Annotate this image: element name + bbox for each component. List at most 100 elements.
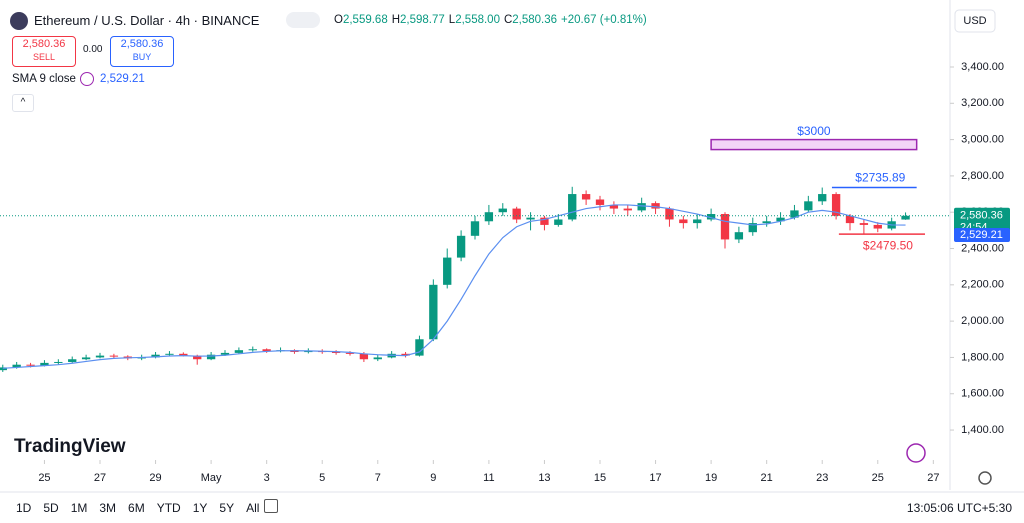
candle-body: [720, 214, 730, 240]
candle-body: [554, 219, 563, 225]
sell-label[interactable]: SELL: [32, 52, 56, 62]
candle-body: [581, 194, 591, 200]
range-button[interactable]: 6M: [128, 501, 145, 515]
candle-body: [609, 204, 619, 209]
candle-body: [40, 362, 49, 366]
target-label: $3000: [797, 124, 831, 138]
currency-box[interactable]: [954, 9, 996, 33]
candle-body: [595, 199, 605, 205]
alert-icon[interactable]: [906, 443, 926, 463]
range-selector: 1D 5D 1M 3M 6M YTD 1Y 5Y All: [16, 501, 271, 515]
ohlc-value: 2,598.77: [400, 14, 445, 26]
y-tick-label: 2,400.00: [961, 242, 1004, 254]
candle-body: [109, 355, 119, 357]
x-tick-label: 17: [649, 472, 661, 484]
buy-label[interactable]: BUY: [132, 52, 152, 62]
ohlc-label: L: [448, 14, 456, 26]
candle-body: [818, 194, 827, 202]
candle-body: [345, 352, 355, 354]
sell-price[interactable]: 2,580.36: [22, 38, 66, 50]
candle-body: [859, 223, 869, 225]
ohlc-value: 2,559.68: [342, 14, 388, 26]
candle-body: [234, 350, 244, 353]
x-tick-label: 29: [149, 472, 161, 484]
buy-price[interactable]: 2,580.36: [120, 38, 164, 50]
range-button[interactable]: 1D: [16, 501, 32, 515]
indicator-value: 2,529.21: [100, 73, 145, 85]
y-tick-label: 2,200.00: [961, 279, 1004, 291]
range-button[interactable]: 1Y: [192, 501, 208, 515]
x-tick-label: 23: [816, 472, 828, 484]
status-pill[interactable]: [286, 12, 320, 28]
candle-body: [151, 354, 160, 358]
candle-body: [415, 339, 424, 356]
candle-body: [790, 210, 799, 218]
spread: 0.00: [83, 44, 103, 55]
x-tick-label: 25: [872, 472, 884, 484]
candle-body: [470, 221, 480, 236]
x-tick-label: 19: [705, 472, 717, 484]
candle-body: [665, 208, 674, 220]
candle-body: [206, 354, 216, 360]
coin-icon: [10, 12, 28, 30]
candle-body: [776, 217, 785, 222]
x-tick-label: 11: [483, 472, 494, 484]
collapse-button[interactable]: ^: [12, 94, 34, 112]
candle-body: [693, 219, 702, 224]
last-price-label: 2,580.36: [960, 210, 1003, 222]
candle-body: [68, 359, 77, 362]
x-tick-label: 25: [38, 472, 50, 484]
x-tick-label: 15: [594, 472, 606, 484]
ohlc-label: H: [391, 14, 401, 26]
range-button[interactable]: 1M: [70, 501, 88, 515]
candle-body: [498, 208, 507, 213]
y-tick-label: 1,400.00: [961, 424, 1004, 436]
sma-tag: [954, 228, 1010, 243]
range-button[interactable]: All: [246, 501, 260, 515]
x-tick-label: 21: [761, 472, 773, 484]
x-tick-label: 27: [94, 472, 106, 484]
sma-line: [2, 204, 906, 369]
y-tick-label: 3,000.00: [961, 134, 1004, 146]
buy-button[interactable]: 2,580.36 BUY: [110, 36, 174, 67]
candle-body: [512, 208, 521, 220]
candle-body: [443, 257, 452, 285]
candle-body: [484, 212, 494, 222]
range-button[interactable]: 5Y: [219, 501, 235, 515]
date-range-icon[interactable]: [264, 499, 278, 513]
sell-button[interactable]: 2,580.36 SELL: [12, 36, 76, 67]
candle-body: [526, 217, 535, 220]
x-tick-label: 7: [375, 472, 381, 484]
candle-body: [804, 201, 813, 211]
y-tick-label: 3,400.00: [961, 61, 1004, 73]
ohlc-value: 2,558.00: [455, 14, 500, 26]
ohlc-label: O: [334, 14, 343, 26]
x-tick-label: 9: [430, 472, 436, 484]
ohlc-change: +20.67 (+0.81%): [561, 14, 647, 26]
range-button[interactable]: YTD: [156, 501, 181, 515]
indicator-name: SMA 9 close: [12, 73, 76, 85]
y-tick-label: 3,200.00: [961, 97, 1004, 109]
candle-body: [429, 284, 438, 340]
range-button[interactable]: 5D: [43, 501, 59, 515]
x-tick-label: 5: [319, 472, 325, 484]
currency[interactable]: USD: [963, 15, 986, 27]
y-tick-label: 2,800.00: [961, 170, 1004, 182]
candle-body: [901, 215, 910, 220]
candle-body: [193, 355, 202, 360]
x-tick-label: 27: [927, 472, 939, 484]
candle-body: [248, 349, 257, 351]
candle-body: [540, 217, 549, 225]
candle-body: [706, 214, 716, 220]
settings-icon[interactable]: [978, 471, 992, 485]
ohlc-label: C: [503, 14, 513, 26]
y-tick-label: 1,800.00: [961, 351, 1004, 363]
candle-body: [873, 224, 882, 229]
range-button[interactable]: 3M: [99, 501, 117, 515]
candle-body: [679, 219, 688, 224]
indicator-icon[interactable]: [80, 72, 94, 86]
x-tick-label: May: [201, 472, 222, 484]
candle-body: [845, 215, 855, 224]
candle-body: [568, 194, 577, 220]
